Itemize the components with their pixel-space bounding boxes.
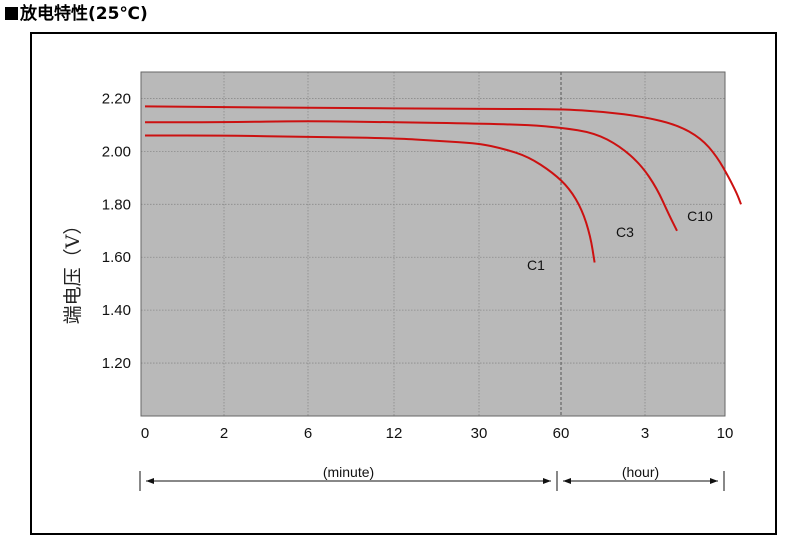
- x-tick-label: 3: [641, 425, 649, 442]
- span-label-bg: [310, 465, 387, 479]
- square-bullet-icon: [5, 7, 18, 20]
- curve-label-c10: C10: [687, 208, 713, 224]
- x-tick-label: 12: [386, 425, 403, 442]
- y-axis-label: 端电压（V）: [62, 216, 84, 325]
- minute-span-arrow-head-left: [146, 478, 154, 484]
- x-tick-label: 2: [220, 425, 228, 442]
- x-tick-label: 60: [553, 425, 570, 442]
- x-tick-label: 0: [141, 425, 149, 442]
- chart-heading: 放电特性(25℃): [5, 4, 148, 24]
- y-tick-label: 2.20: [102, 90, 131, 107]
- x-span-annotations: (minute) (hour): [139, 464, 725, 491]
- plot-border: [140, 71, 726, 417]
- curve-c1: [144, 134, 596, 263]
- curve-label-c1: C1: [527, 257, 545, 273]
- hour-span-arrow-head-left: [563, 478, 571, 484]
- span-label: (minute): [323, 464, 374, 480]
- curve-c10: [144, 105, 742, 205]
- x-tick-label: 6: [304, 425, 312, 442]
- heading-text: 放电特性(25℃): [20, 4, 148, 24]
- y-tick-label: 1.60: [102, 249, 131, 266]
- y-tick-label: 1.80: [102, 196, 131, 213]
- minute-span-arrow-head-right: [543, 478, 551, 484]
- y-tick-label: 1.40: [102, 302, 131, 319]
- curve-label-c3: C3: [616, 224, 634, 240]
- y-tick-labels: 1.20 1.40 1.60 1.80 2.00 2.20: [102, 90, 131, 372]
- plot-area: [141, 72, 725, 416]
- chart-frame: [30, 32, 777, 535]
- y-tick-label: 1.20: [102, 355, 131, 372]
- x-tick-label: 10: [717, 425, 734, 442]
- discharge-curves: C1 C3 C10: [144, 105, 742, 273]
- y-tick-label: 2.00: [102, 143, 131, 160]
- x-tick-label: 30: [471, 425, 488, 442]
- hour-span-arrow-head-right: [710, 478, 718, 484]
- span-label: (hour): [622, 464, 659, 480]
- span-label-bg: [610, 465, 671, 479]
- x-tick-labels: 0 2 6 12 30 60 3 10: [141, 425, 734, 442]
- curve-c3: [145, 120, 678, 232]
- grid-lines: [140, 71, 726, 417]
